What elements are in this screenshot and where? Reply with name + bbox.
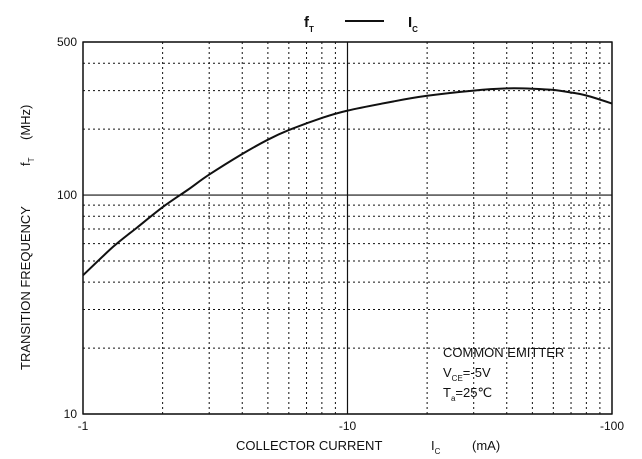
y-axis-label-group: TRANSITION FREQUENCY fT (MHz) — [18, 105, 36, 370]
x-tick-label: -10 — [339, 419, 357, 433]
chart-title-y-symbol: fT — [304, 14, 314, 34]
y-axis-unit: (MHz) — [18, 105, 33, 140]
y-tick-label: 500 — [57, 35, 77, 49]
tick-labels: -1 -10 -100 10 100 500 — [57, 35, 624, 433]
y-tick-label: 10 — [64, 407, 78, 421]
plot-frame — [82, 41, 613, 415]
series-line — [82, 87, 613, 277]
x-axis-label: COLLECTOR CURRENT — [236, 438, 382, 453]
annotation-line-2: VCE=-5V — [443, 365, 491, 383]
y-tick-label: 100 — [57, 188, 77, 202]
x-axis-symbol: IC — [431, 438, 441, 456]
x-tick-label: -1 — [78, 419, 89, 433]
grid — [82, 41, 613, 415]
annotation-line-1: COMMON EMITTER — [443, 345, 564, 360]
annotation: COMMON EMITTER VCE=-5V Ta=25℃ — [443, 345, 564, 403]
y-axis-symbol: fT — [18, 157, 36, 166]
chart-title-x-symbol: IC — [408, 14, 418, 34]
y-axis-label: TRANSITION FREQUENCY — [18, 206, 33, 370]
x-axis-unit: (mA) — [472, 438, 500, 453]
x-tick-label: -100 — [600, 419, 624, 433]
annotation-line-3: Ta=25℃ — [443, 385, 492, 403]
